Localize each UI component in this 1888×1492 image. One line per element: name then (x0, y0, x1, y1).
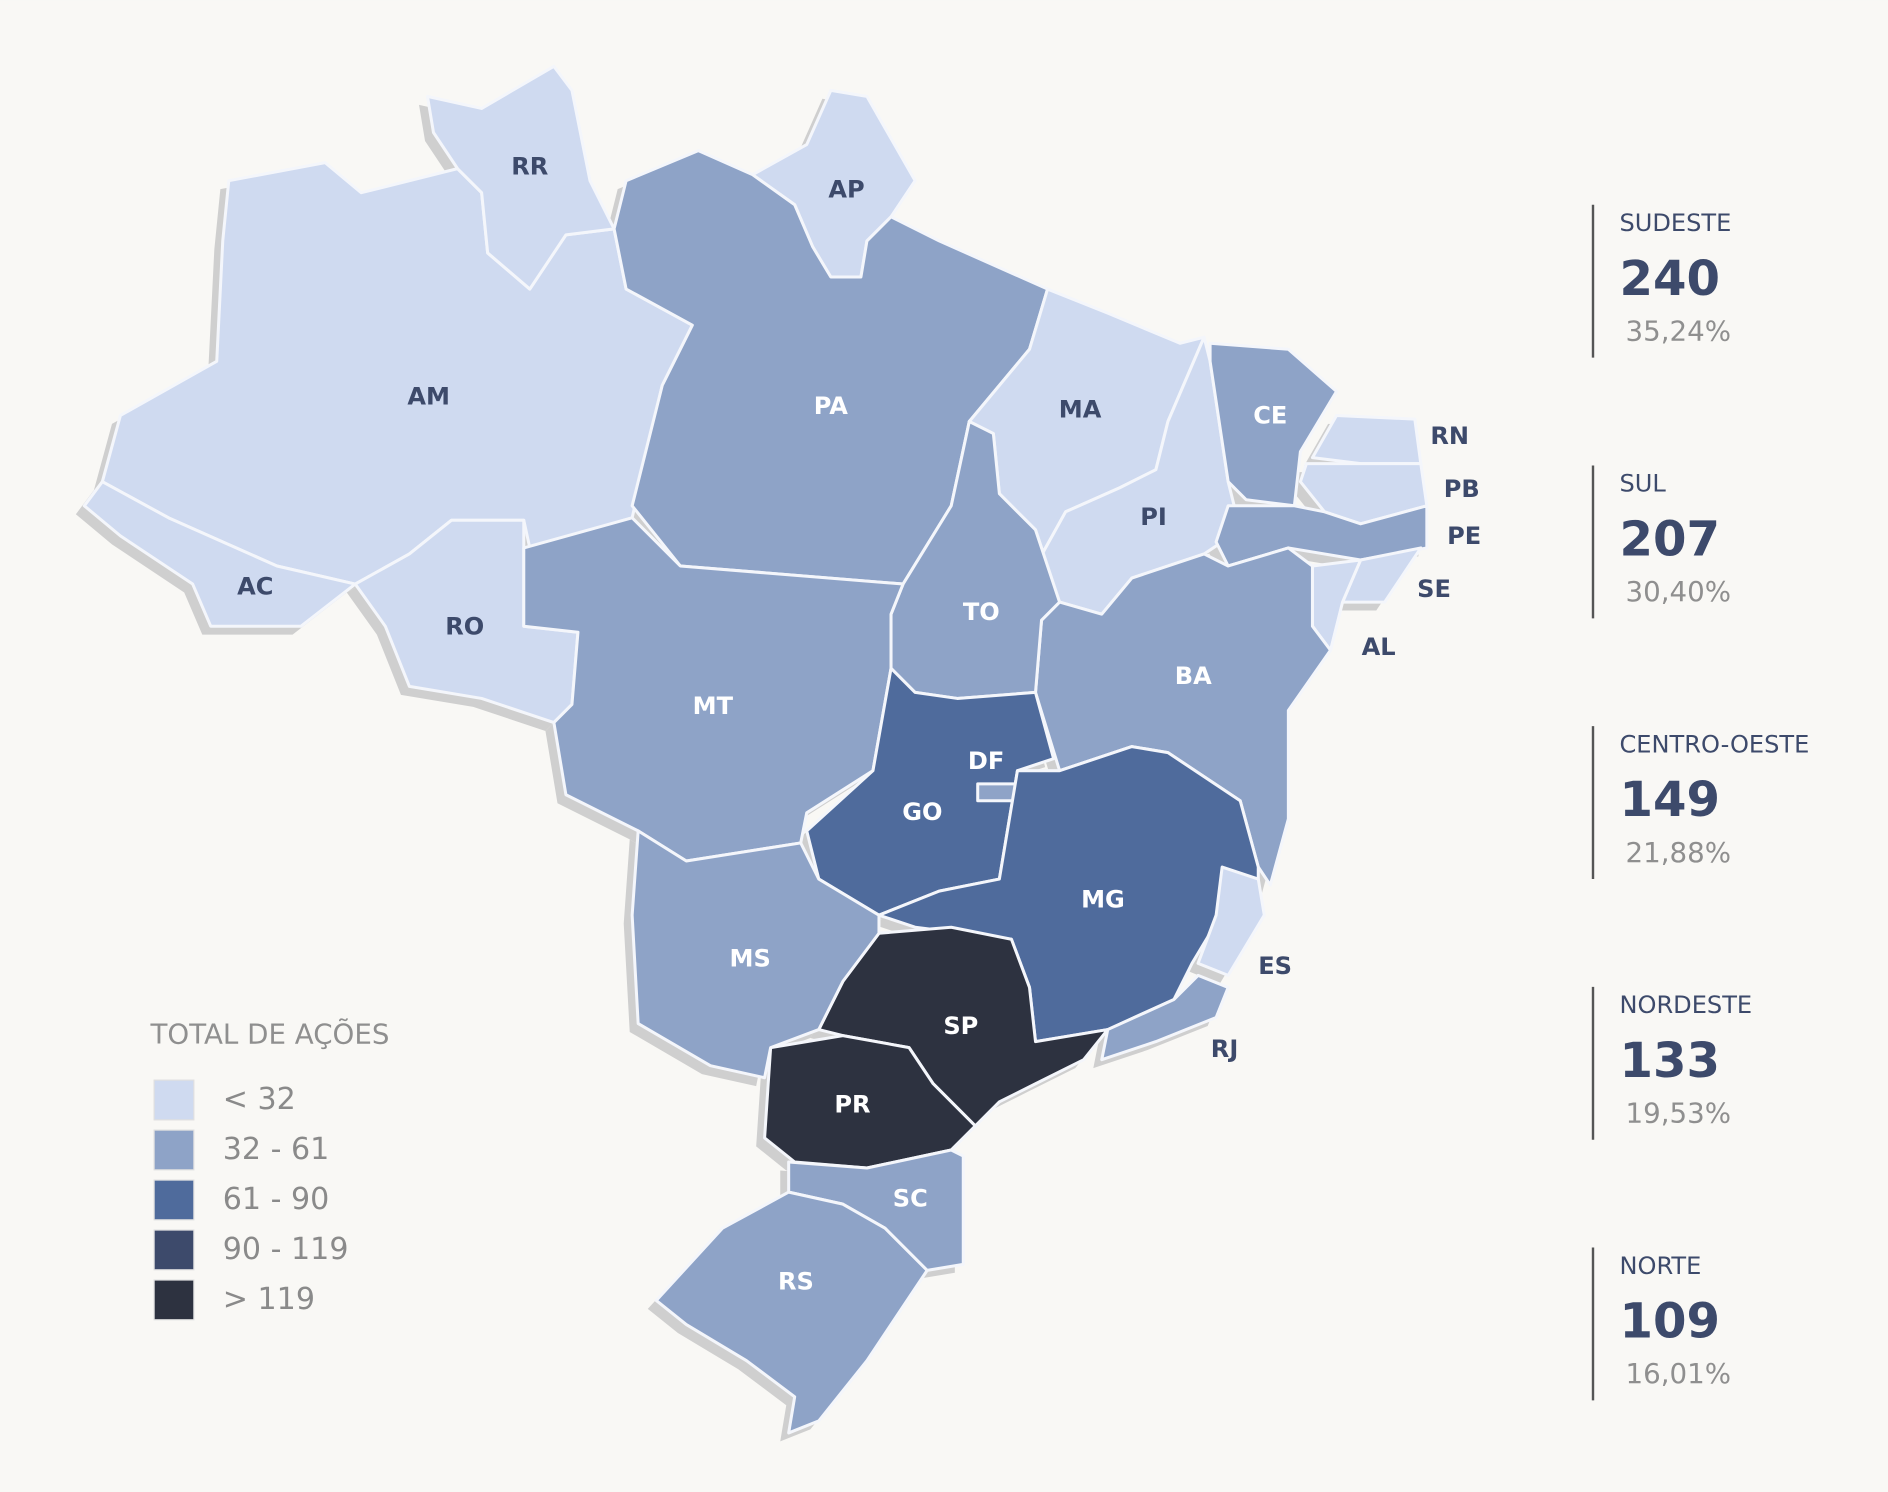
region-total: 133 (1619, 1033, 1720, 1089)
region-share: 19,53% (1626, 1096, 1732, 1129)
region-name: NORDESTE (1619, 991, 1752, 1019)
state-label: GO (902, 798, 942, 826)
region-share: 16,01% (1626, 1357, 1732, 1390)
region-total: 149 (1619, 772, 1720, 828)
legend: TOTAL DE AÇÕES < 32 32 - 61 61 - 90 90 - 11… (150, 1017, 390, 1321)
state (612, 149, 1050, 586)
state-label: MS (729, 945, 770, 973)
state-label: AP (828, 175, 864, 203)
legend-swatch (153, 1229, 195, 1271)
legend-label: < 32 (223, 1082, 296, 1117)
state-label: TO (963, 598, 1000, 626)
state-label: AM (407, 382, 450, 410)
region-share: 35,24% (1626, 314, 1732, 347)
state-label: RJ (1211, 1035, 1238, 1063)
state (654, 1190, 929, 1435)
state-label: RR (511, 152, 549, 180)
state-label: MT (693, 692, 734, 720)
state (425, 64, 616, 291)
legend-label: > 119 (223, 1282, 315, 1317)
state-label: MG (1081, 886, 1125, 914)
state-label: PA (814, 392, 848, 420)
legend-label: 90 - 119 (223, 1232, 349, 1267)
state (82, 480, 357, 628)
region-total: 240 (1619, 251, 1720, 307)
legend-swatch (153, 1129, 195, 1171)
region-name: SUL (1619, 470, 1666, 498)
state-label: MA (1059, 396, 1102, 424)
state (1196, 865, 1266, 977)
state-label: AC (237, 573, 273, 601)
state-label: CE (1253, 402, 1287, 430)
state-label: PB (1444, 475, 1480, 503)
region-share: 30,40% (1626, 575, 1732, 608)
state-label: PE (1447, 522, 1481, 550)
state (763, 1034, 977, 1170)
state (1100, 973, 1230, 1062)
region-panel: SUDESTE 240 35,24% SUL 207 30,40% CENTRO-OESTE… (1591, 204, 1809, 1401)
state-label: RO (445, 612, 484, 640)
state-label: ES (1258, 952, 1292, 980)
state-label: SP (943, 1012, 978, 1040)
state-label: PR (834, 1090, 871, 1118)
legend-label: 32 - 61 (223, 1132, 330, 1167)
legend-title: TOTAL DE AÇÕES (150, 1017, 390, 1051)
state-label: SC (893, 1184, 928, 1212)
region-total: 207 (1619, 512, 1720, 568)
state (630, 829, 881, 1080)
state-label: RN (1430, 422, 1469, 450)
legend-label: 61 - 90 (223, 1182, 330, 1217)
region-name: SUDESTE (1619, 209, 1731, 237)
legend-swatch (153, 1179, 195, 1221)
region-name: NORTE (1619, 1252, 1701, 1280)
state-label: AL (1362, 633, 1396, 661)
state-label: SE (1417, 575, 1451, 603)
state-label: PI (1140, 503, 1167, 531)
state (817, 925, 1110, 1128)
region-name: CENTRO-OESTE (1619, 730, 1809, 758)
state-label: BA (1175, 662, 1212, 690)
legend-swatch (153, 1079, 195, 1121)
state (1214, 504, 1429, 568)
region-total: 109 (1619, 1294, 1720, 1350)
state-label: RS (778, 1267, 814, 1295)
map: AM AC RO RR AP PA MA PI CE RN PB PE AL SE BA TO MT GO DF MG… (82, 64, 1481, 1435)
region-share: 21,88% (1626, 836, 1732, 869)
legend-swatch (153, 1279, 195, 1321)
state-label: DF (968, 747, 1004, 775)
